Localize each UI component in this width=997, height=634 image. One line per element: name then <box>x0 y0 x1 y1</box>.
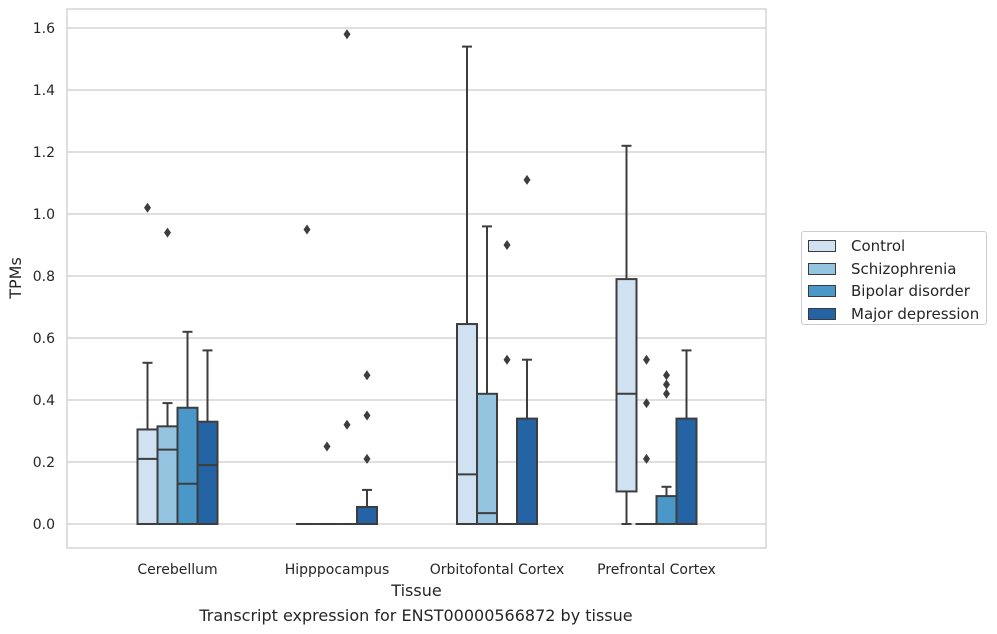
x-tick-label-hipppocampus: Hipppocampus <box>285 562 390 578</box>
outlier-major-depression-hipppocampus-2 <box>363 370 371 381</box>
box-group-major-depression-hipppocampus <box>356 370 378 526</box>
y-tick-label-0-0: 0.0 <box>33 517 55 533</box>
legend-label-control: Control <box>851 237 906 256</box>
box-group-bipolar-disorder-orbitofontal-cortex <box>496 240 518 526</box>
box-group-control-hipppocampus <box>296 224 318 526</box>
outlier-major-depression-hipppocampus-0 <box>363 453 371 464</box>
x-tick-label-orbitofontal-cortex: Orbitofontal Cortex <box>430 562 565 578</box>
outlier-schizophrenia-prefrontal-cortex-2 <box>643 354 650 365</box>
box-control-cerebellum <box>136 428 159 526</box>
legend-label-major-depression: Major depression <box>851 304 980 323</box>
box-group-schizophrenia-hipppocampus <box>316 441 338 526</box>
outlier-bipolar-disorder-prefrontal-cortex-1 <box>663 379 670 390</box>
legend: Control Schizophrenia Bipolar disorder M… <box>801 231 987 325</box>
outlier-bipolar-disorder-prefrontal-cortex-0 <box>663 388 670 399</box>
legend-label-bipolar-disorder: Bipolar disorder <box>851 282 970 301</box>
box-control-orbitofontal-cortex <box>456 323 478 525</box>
outlier-bipolar-disorder-prefrontal-cortex-2 <box>663 370 670 381</box>
x-axis-tick-labels: Cerebellum Hipppocampus Orbitofontal Corte… <box>137 562 715 578</box>
x-tick-label-cerebellum: Cerebellum <box>137 562 217 578</box>
box-schizophrenia-orbitofontal-cortex <box>476 392 498 525</box>
outlier-control-hipppocampus-0 <box>303 224 311 235</box>
box-control-prefrontal-cortex <box>615 278 638 493</box>
outlier-schizophrenia-hipppocampus-0 <box>323 441 331 452</box>
legend-item-major-depression: Major depression <box>808 303 986 326</box>
box-major-depression-orbitofontal-cortex <box>516 417 538 526</box>
box-group-schizophrenia-orbitofontal-cortex <box>476 225 498 525</box>
outlier-schizophrenia-prefrontal-cortex-1 <box>643 398 650 409</box>
x-axis-label: Tissue <box>390 581 441 600</box>
box-major-depression-prefrontal-cortex <box>675 417 698 526</box>
y-tick-label-1-4: 1.4 <box>33 83 55 99</box>
outlier-major-depression-orbitofontal-cortex-0 <box>523 174 531 185</box>
figure-caption: Transcript expression for ENST0000056687… <box>199 606 633 625</box>
box-group-schizophrenia-prefrontal-cortex <box>635 354 658 526</box>
box-group-major-depression-cerebellum <box>196 349 219 526</box>
y-tick-label-1-0: 1.0 <box>33 207 55 223</box>
y-tick-label-0-6: 0.6 <box>33 331 55 347</box>
box-bipolar-disorder-prefrontal-cortex <box>655 495 678 526</box>
y-tick-label-0-4: 0.4 <box>33 393 55 409</box>
box-group-bipolar-disorder-prefrontal-cortex <box>655 370 678 526</box>
outlier-bipolar-disorder-orbitofontal-cortex-1 <box>503 240 511 250</box>
plot-area-frame <box>66 8 767 549</box>
outlier-bipolar-disorder-hipppocampus-1 <box>343 29 351 40</box>
outlier-bipolar-disorder-hipppocampus-0 <box>343 419 351 430</box>
box-group-control-prefrontal-cortex <box>615 144 638 525</box>
box-group-bipolar-disorder-hipppocampus <box>336 29 358 526</box>
box-plot-marks <box>136 29 698 526</box>
legend-swatch-control <box>808 240 836 253</box>
y-tick-label-1-2: 1.2 <box>33 145 55 161</box>
y-tick-label-0-2: 0.2 <box>33 455 55 471</box>
box-group-control-cerebellum <box>136 202 159 526</box>
legend-item-control: Control <box>808 235 986 258</box>
box-group-bipolar-disorder-cerebellum <box>176 330 199 525</box>
y-axis-label: TPMs <box>6 257 25 300</box>
box-major-depression-hipppocampus <box>356 505 378 526</box>
y-axis-tick-labels: 0.0 0.2 0.4 0.6 0.8 1.0 1.2 1.4 1.6 <box>33 21 55 533</box>
legend-swatch-bipolar-disorder <box>808 285 836 298</box>
box-group-control-orbitofontal-cortex <box>456 45 478 525</box>
outlier-schizophrenia-prefrontal-cortex-0 <box>643 453 650 464</box>
box-bipolar-disorder-cerebellum <box>176 406 199 525</box>
outlier-schizophrenia-cerebellum-0 <box>164 227 171 238</box>
legend-item-bipolar-disorder: Bipolar disorder <box>808 280 986 303</box>
box-group-major-depression-orbitofontal-cortex <box>516 174 538 526</box>
y-tick-label-0-8: 0.8 <box>33 269 55 285</box>
x-tick-label-prefrontal-cortex: Prefrontal Cortex <box>597 562 716 578</box>
outlier-major-depression-hipppocampus-1 <box>363 410 371 421</box>
y-tick-label-1-6: 1.6 <box>33 21 55 37</box>
outlier-bipolar-disorder-orbitofontal-cortex-0 <box>503 354 511 365</box>
box-group-major-depression-prefrontal-cortex <box>675 349 698 526</box>
legend-swatch-major-depression <box>808 307 836 320</box>
outlier-control-cerebellum-0 <box>144 202 151 213</box>
legend-item-schizophrenia: Schizophrenia <box>808 258 986 281</box>
legend-label-schizophrenia: Schizophrenia <box>851 259 957 278</box>
legend-swatch-schizophrenia <box>808 262 836 275</box>
box-major-depression-cerebellum <box>196 420 219 526</box>
box-schizophrenia-cerebellum <box>156 425 179 526</box>
box-group-schizophrenia-cerebellum <box>156 227 179 526</box>
